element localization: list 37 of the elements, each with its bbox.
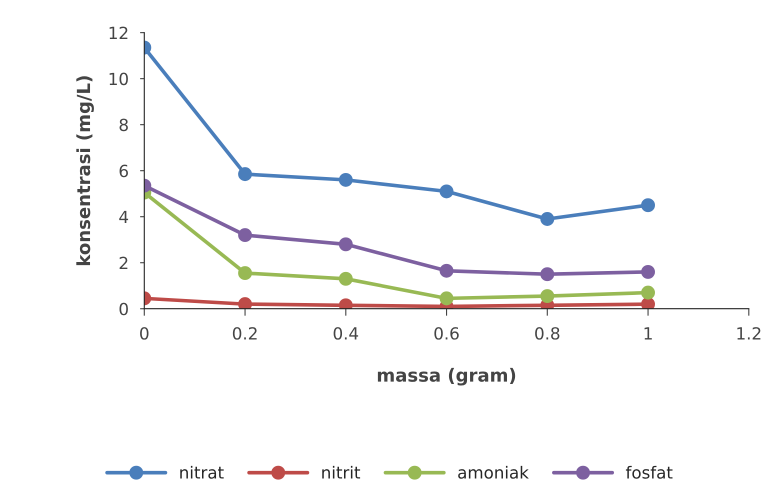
- point: [238, 297, 252, 309]
- point: [440, 264, 454, 278]
- point: [338, 172, 353, 187]
- x-tick-label: 0.6: [434, 327, 459, 340]
- point: [540, 212, 554, 226]
- legend-label: nitrat: [180, 466, 224, 479]
- x-tick-label: 1: [644, 327, 652, 340]
- x-tick-label: 1.2: [737, 327, 760, 340]
- x-tick-label: 0.8: [535, 327, 560, 340]
- point: [338, 272, 353, 286]
- y-axis-title: konsentrasi (mg/L): [76, 76, 94, 266]
- y-tick-label: 10: [110, 72, 128, 86]
- point: [641, 264, 655, 279]
- x-tick-label: 0: [140, 327, 148, 340]
- point: [641, 198, 655, 212]
- y-tick-label: 8: [120, 118, 128, 132]
- point: [238, 228, 252, 242]
- y-tick-label: 0: [120, 302, 128, 316]
- y-tick-label: 12: [110, 26, 128, 39]
- y-tick-label: 6: [120, 164, 128, 178]
- point: [238, 167, 252, 182]
- point: [338, 237, 353, 252]
- point: [540, 267, 554, 282]
- legend-label: amoniak: [458, 466, 529, 479]
- legend-label: fosfat: [626, 466, 672, 479]
- y-tick-label: 2: [120, 256, 128, 270]
- point: [641, 286, 655, 300]
- point: [440, 184, 454, 198]
- y-tick-label: 4: [119, 210, 128, 224]
- legend-label: nitrit: [322, 466, 360, 479]
- point: [440, 291, 454, 306]
- point: [540, 289, 554, 304]
- x-tick-label: 0.2: [232, 327, 257, 340]
- point: [641, 297, 655, 309]
- point: [238, 266, 252, 280]
- x-axis-title: massa (gram): [378, 368, 516, 386]
- x-tick-label: 0.4: [334, 327, 358, 340]
